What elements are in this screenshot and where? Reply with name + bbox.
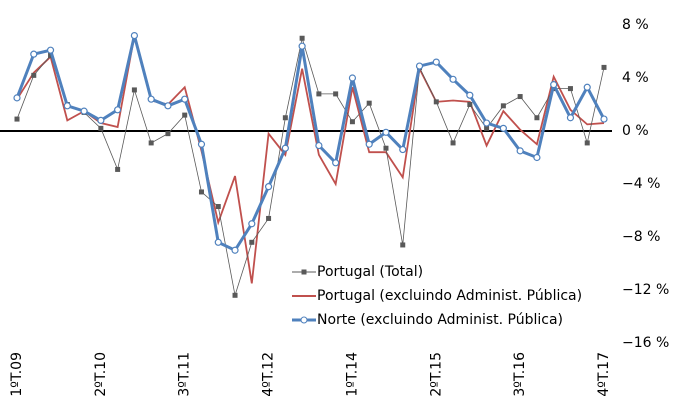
marker xyxy=(517,94,523,100)
marker xyxy=(466,91,474,99)
marker xyxy=(164,102,172,110)
marker xyxy=(197,140,206,148)
marker xyxy=(333,91,339,97)
marker xyxy=(147,95,155,103)
y-tick-label: −4 % xyxy=(622,176,660,192)
marker xyxy=(382,128,390,136)
marker xyxy=(80,107,88,115)
marker xyxy=(14,116,20,122)
marker xyxy=(432,58,440,66)
y-tick-label: 8 % xyxy=(622,17,649,33)
marker xyxy=(281,144,289,152)
y-tick-label: 0 % xyxy=(622,123,649,139)
marker xyxy=(148,140,154,146)
marker xyxy=(114,106,122,114)
marker xyxy=(550,81,558,89)
marker xyxy=(266,215,272,221)
marker xyxy=(298,42,306,50)
marker xyxy=(98,125,104,131)
series-line xyxy=(16,35,605,284)
x-tick-label: 4ºT.12 xyxy=(261,352,277,397)
x-tick-label: 2ºT.15 xyxy=(428,352,444,397)
legend-label: Portugal (excluindo Administ. Pública) xyxy=(317,288,582,304)
marker xyxy=(583,83,591,91)
marker xyxy=(30,50,38,58)
marker xyxy=(165,131,171,137)
marker xyxy=(13,94,21,102)
marker xyxy=(450,140,456,146)
marker xyxy=(500,103,506,109)
legend-marker xyxy=(300,316,308,324)
marker xyxy=(315,141,323,150)
marker xyxy=(63,102,71,110)
x-tick-label: 2ºT.10 xyxy=(93,352,109,397)
marker xyxy=(130,31,138,40)
y-tick-label: −12 % xyxy=(622,282,669,298)
marker xyxy=(449,75,457,83)
marker xyxy=(181,95,189,103)
marker xyxy=(299,35,305,41)
marker xyxy=(46,46,55,54)
marker xyxy=(249,239,255,245)
marker xyxy=(567,86,573,92)
marker xyxy=(433,99,439,105)
marker xyxy=(264,183,273,191)
marker xyxy=(231,246,239,254)
marker xyxy=(415,62,424,70)
marker xyxy=(332,159,340,167)
marker xyxy=(483,119,491,127)
series-line xyxy=(15,35,606,253)
marker xyxy=(348,74,357,82)
marker xyxy=(215,204,221,210)
marker xyxy=(248,220,256,228)
marker xyxy=(115,166,121,172)
x-tick-label: 1ºT.14 xyxy=(344,352,360,397)
marker xyxy=(499,124,507,132)
marker xyxy=(316,91,322,97)
x-tick-label: 1ºT.09 xyxy=(9,352,25,397)
legend-label: Portugal (Total) xyxy=(317,264,423,280)
marker xyxy=(366,100,372,106)
marker xyxy=(131,87,137,93)
marker xyxy=(584,140,590,146)
marker xyxy=(467,102,473,107)
marker xyxy=(232,292,238,298)
marker xyxy=(399,145,407,154)
marker xyxy=(97,116,105,125)
legend-marker xyxy=(301,269,307,275)
marker xyxy=(349,119,355,125)
x-tick-label: 4ºT.17 xyxy=(596,352,612,397)
marker xyxy=(601,64,607,70)
marker xyxy=(534,115,540,121)
marker xyxy=(31,72,37,78)
marker xyxy=(533,153,541,162)
marker xyxy=(484,125,490,131)
x-tick-label: 3ºT.11 xyxy=(177,352,193,397)
y-tick-label: 4 % xyxy=(622,70,649,86)
legend-label: Norte (excluindo Administ. Pública) xyxy=(317,312,563,328)
y-tick-label: −8 % xyxy=(622,229,660,245)
marker xyxy=(198,189,204,195)
marker xyxy=(516,147,524,155)
series-line xyxy=(16,38,605,296)
marker xyxy=(282,115,288,121)
marker xyxy=(182,112,188,118)
marker xyxy=(214,238,222,246)
marker xyxy=(48,52,54,58)
marker xyxy=(566,114,575,122)
x-tick-label: 3ºT.16 xyxy=(512,352,528,397)
marker xyxy=(365,140,373,148)
marker xyxy=(600,115,608,123)
marker xyxy=(383,145,389,151)
marker xyxy=(400,242,406,248)
y-tick-label: −16 % xyxy=(622,335,669,351)
